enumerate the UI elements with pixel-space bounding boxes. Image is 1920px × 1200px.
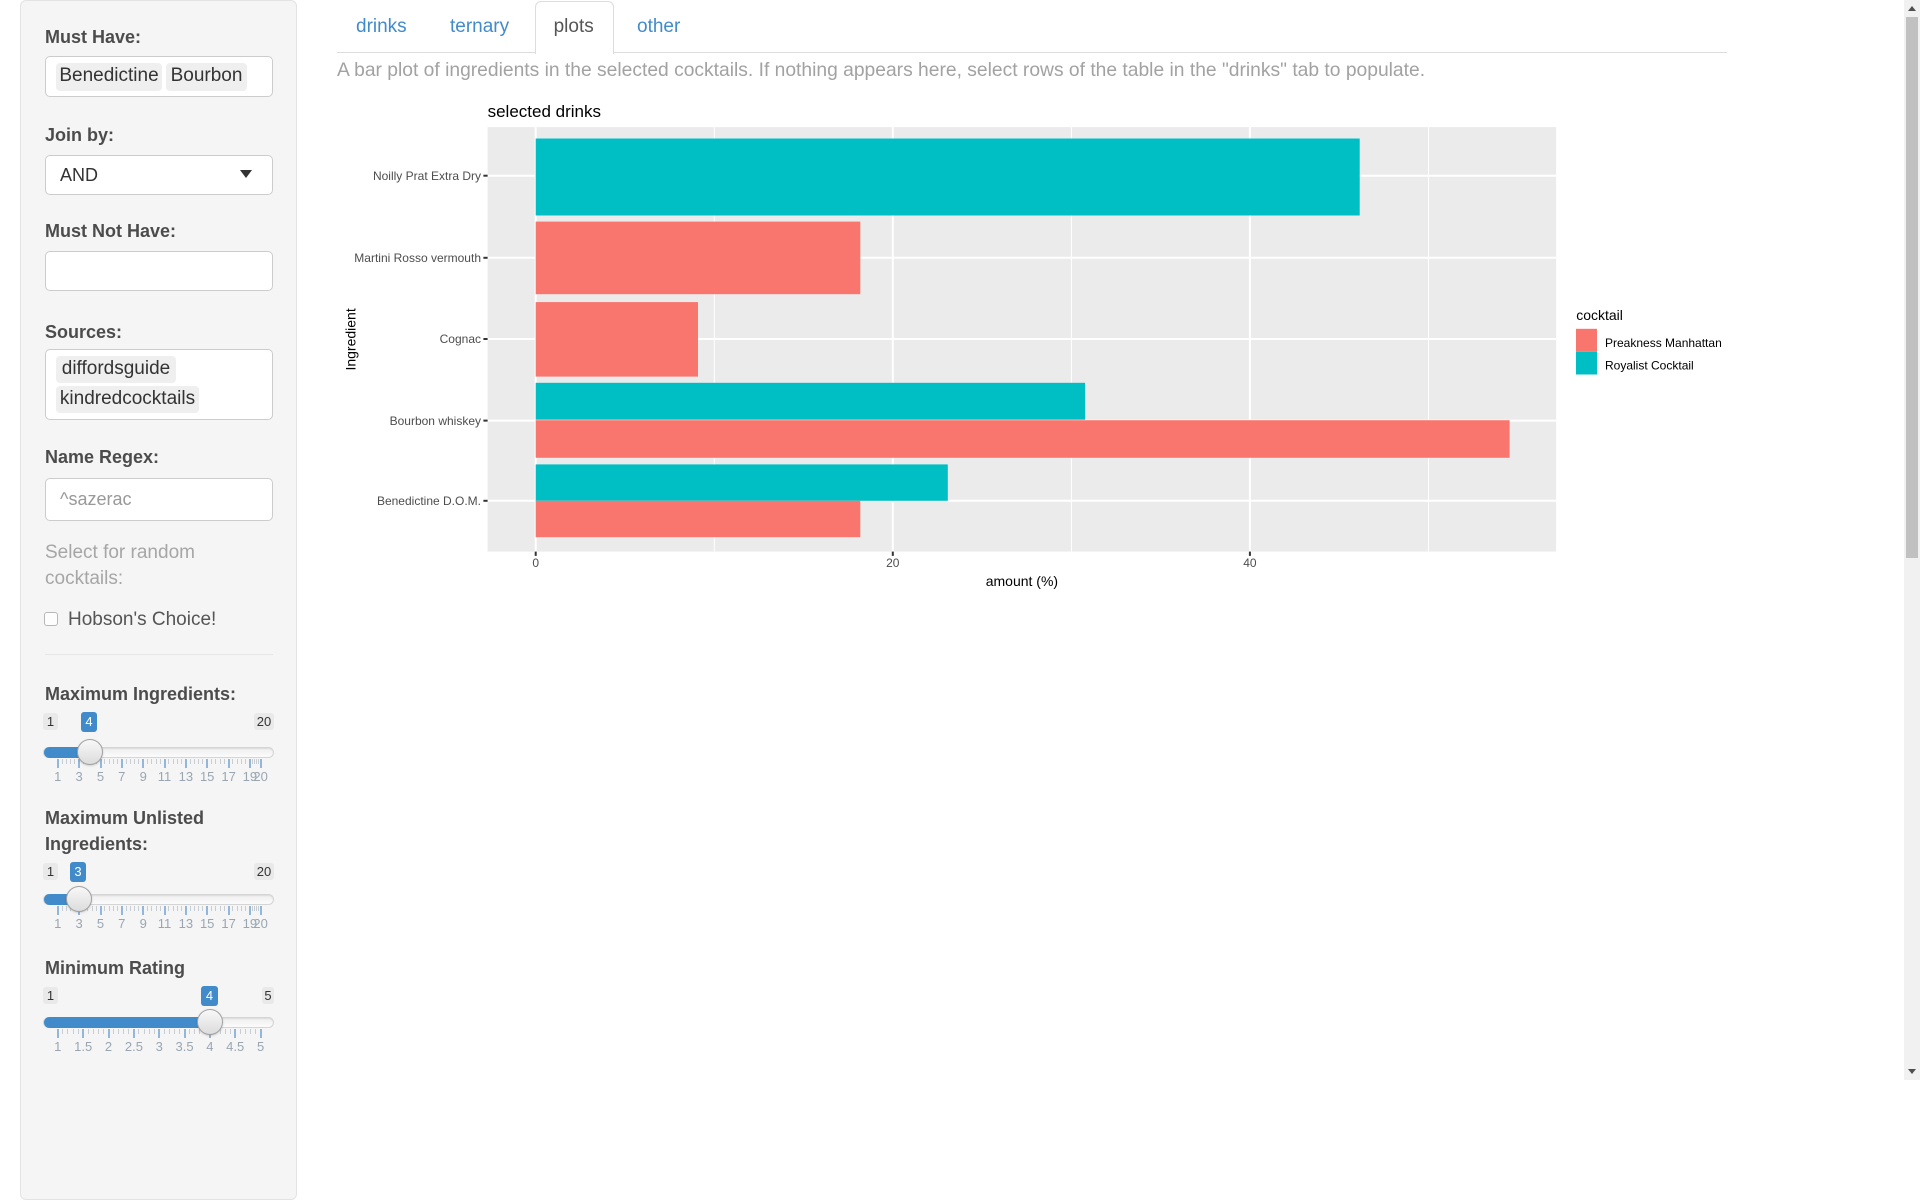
svg-text:20: 20 bbox=[886, 556, 900, 570]
svg-text:40: 40 bbox=[1243, 556, 1257, 570]
svg-text:0: 0 bbox=[532, 556, 539, 570]
svg-text:Benedictine D.O.M.: Benedictine D.O.M. bbox=[377, 494, 481, 508]
svg-text:Royalist Cocktail: Royalist Cocktail bbox=[1605, 359, 1694, 373]
svg-text:amount (%): amount (%) bbox=[986, 573, 1058, 589]
svg-text:Noilly Prat Extra Dry: Noilly Prat Extra Dry bbox=[373, 169, 481, 183]
svg-text:Bourbon whiskey: Bourbon whiskey bbox=[390, 414, 481, 428]
svg-text:Ingredient: Ingredient bbox=[343, 308, 359, 370]
svg-text:Cognac: Cognac bbox=[440, 332, 481, 346]
svg-text:selected drinks: selected drinks bbox=[488, 102, 601, 121]
svg-text:cocktail: cocktail bbox=[1576, 307, 1623, 323]
svg-text:Preakness Manhattan: Preakness Manhattan bbox=[1605, 336, 1722, 350]
svg-text:Martini Rosso vermouth: Martini Rosso vermouth bbox=[354, 251, 481, 265]
